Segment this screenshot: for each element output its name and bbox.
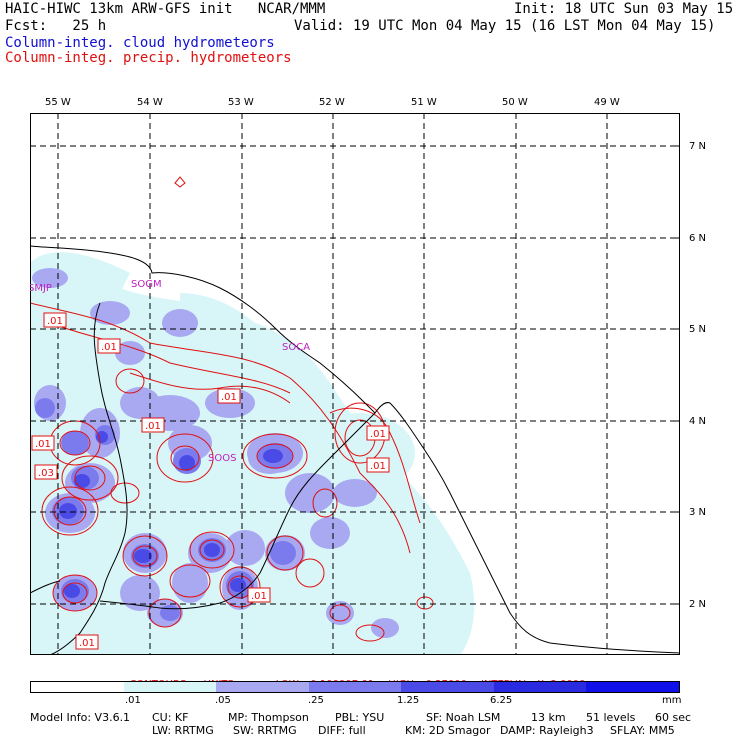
contour-label: .01 xyxy=(221,392,237,403)
model-info-levels: 51 levels xyxy=(586,711,636,724)
model-info-km: KM: 2D Smagor xyxy=(405,724,491,737)
model-info-pbl: PBL: YSU xyxy=(335,711,385,724)
station-label: SOOS xyxy=(208,453,236,464)
lon-label: 55 W xyxy=(45,97,71,108)
lon-label: 54 W xyxy=(137,97,163,108)
station-label: SOGM xyxy=(131,279,162,290)
map-frame xyxy=(30,113,680,655)
coastline xyxy=(30,245,680,654)
lat-label: 3 N xyxy=(689,507,707,518)
graticule xyxy=(30,113,680,655)
colorbar-segment xyxy=(123,682,217,692)
colorbar-label: .01 xyxy=(125,695,141,706)
colorbar-segment xyxy=(308,682,402,692)
precip-contours xyxy=(30,176,434,642)
contour-label: .01 xyxy=(35,439,51,450)
colorbar-label: .25 xyxy=(308,695,324,706)
model-info-mp: MP: Thompson xyxy=(228,711,309,724)
cloud-shade-strong xyxy=(59,431,283,598)
lat-label: 6 N xyxy=(689,233,707,244)
contour-label: .01 xyxy=(79,638,95,649)
station-label: SOCA xyxy=(282,342,310,353)
lon-label: 50 W xyxy=(502,97,528,108)
model-info-dt: 60 sec xyxy=(655,711,692,724)
lat-label: 7 N xyxy=(689,141,707,152)
model-info-res: 13 km xyxy=(531,711,566,724)
contour-label: .01 xyxy=(145,421,161,432)
lon-label: 49 W xyxy=(594,97,620,108)
country-borders xyxy=(30,302,376,655)
model-info-lw: LW: RRTMG xyxy=(152,724,214,737)
valid-time: Valid: 19 UTC Mon 04 May 15 (16 LST Mon … xyxy=(294,18,716,34)
colorbar-segment xyxy=(401,682,494,692)
colorbar-label: 1.25 xyxy=(397,695,420,706)
forecast-map: SMJP SOGM SOCA SOOS .01 .01 .01 .01 .01 … xyxy=(30,113,680,655)
model-title: HAIC-HIWC 13km ARW-GFS init NCAR/MMM xyxy=(5,1,326,17)
contour-label: .01 xyxy=(370,429,386,440)
model-info-diff: DIFF: full xyxy=(318,724,366,737)
lat-label: 5 N xyxy=(689,324,707,335)
lon-label: 53 W xyxy=(228,97,254,108)
colorbar-segment xyxy=(493,682,587,692)
field-precip-label: Column-integ. precip. hydrometeors xyxy=(5,50,292,66)
contour-label: .01 xyxy=(101,342,117,353)
colorbar-label: .05 xyxy=(215,695,231,706)
lat-label: 4 N xyxy=(689,416,707,427)
colorbar-segment xyxy=(216,682,309,692)
colorbar-label: 6.25 xyxy=(490,695,513,706)
contour-label: .01 xyxy=(251,591,267,602)
model-info-sflay: SFLAY: MM5 xyxy=(610,724,675,737)
contour-label: .01 xyxy=(47,316,63,327)
model-info-cu: CU: KF xyxy=(152,711,189,724)
field-cloud-label: Column-integ. cloud hydrometeors xyxy=(5,35,275,51)
lon-label: 52 W xyxy=(319,97,345,108)
lat-label: 2 N xyxy=(689,599,707,610)
colorbar-unit: mm xyxy=(662,695,682,706)
contour-label: .03 xyxy=(38,468,54,479)
contour-label: .01 xyxy=(370,461,386,472)
station-label: SMJP xyxy=(30,283,52,294)
forecast-hour: Fcst: 25 h xyxy=(5,18,107,34)
lon-label: 51 W xyxy=(411,97,437,108)
colorbar-segment xyxy=(586,682,680,692)
init-time: Init: 18 UTC Sun 03 May 15 xyxy=(514,1,734,17)
model-info-damp: DAMP: Rayleigh3 xyxy=(500,724,594,737)
colorbar xyxy=(30,681,680,693)
model-info-sf: SF: Noah LSM xyxy=(426,711,501,724)
model-info-version: Model Info: V3.6.1 xyxy=(30,711,131,724)
model-info-sw: SW: RRTMG xyxy=(233,724,297,737)
colorbar-segment xyxy=(31,682,124,692)
